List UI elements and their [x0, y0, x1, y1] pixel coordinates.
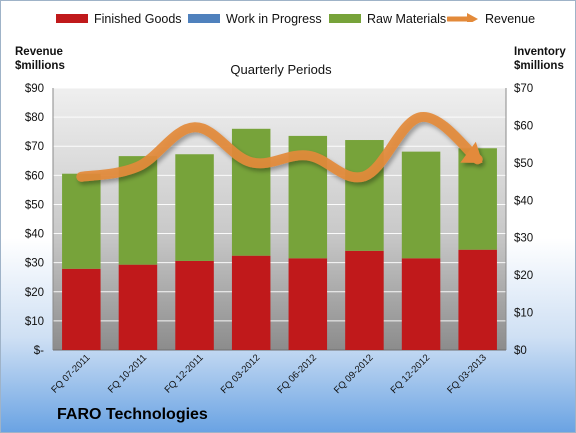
left-tick-label: $- [34, 345, 44, 357]
revenue-line-group [76, 112, 483, 183]
left-tick-label: $70 [25, 141, 44, 153]
x-tick-label: FQ 06-2012 [275, 352, 319, 396]
legend-label: Finished Goods [94, 12, 182, 26]
chart-title: Quarterly Periods [230, 62, 332, 77]
left-tick-label: $20 [25, 287, 44, 299]
bar-finished-goods [288, 258, 328, 350]
left-tick-label: $30 [25, 258, 44, 270]
right-tick-label: $40 [514, 195, 533, 207]
x-tick-label: FQ 03-2012 [219, 352, 263, 396]
legend-label: Raw Materials [367, 12, 447, 26]
revenue-line [76, 112, 483, 183]
x-tick-label: FQ 03-2013 [445, 352, 489, 396]
left-tick-label: $80 [25, 112, 44, 124]
left-tick-label: $40 [25, 229, 44, 241]
right-axis-title-line1: Inventory [514, 46, 566, 58]
legend-label: Work in Progress [226, 12, 322, 26]
right-tick-label: $20 [514, 270, 533, 282]
left-tick-label: $10 [25, 316, 44, 328]
right-tick-label: $30 [514, 233, 533, 245]
bar-raw-materials [231, 128, 271, 256]
legend-swatch-raw-materials [329, 14, 361, 23]
bar-raw-materials [345, 140, 384, 251]
left-axis-title-line1: Revenue [15, 46, 63, 58]
x-tick-label: FQ 10-2011 [106, 352, 149, 395]
right-tick-label: $10 [514, 308, 533, 320]
bar-finished-goods [118, 264, 158, 350]
legend-label: Revenue [485, 12, 536, 26]
x-tick-label: FQ 12-2012 [389, 352, 433, 396]
left-axis-title: Revenue $millions [15, 45, 65, 73]
x-tick-label: FQ 12-2011 [163, 352, 206, 395]
bar-finished-goods [175, 260, 214, 350]
bar-raw-materials [458, 148, 497, 250]
bar-finished-goods [231, 255, 271, 350]
x-tick-label: FQ 09-2012 [332, 352, 376, 396]
legend-swatch-work-in-progress [188, 14, 220, 23]
bar-raw-materials [62, 173, 101, 269]
bar-raw-materials [175, 154, 214, 261]
legend-swatch-finished-goods [56, 14, 88, 23]
bar-raw-materials [401, 151, 441, 259]
right-tick-label: $50 [514, 158, 533, 170]
right-axis-title: Inventory $millions [514, 45, 566, 73]
left-tick-label: $60 [25, 170, 44, 182]
right-axis-title-line2: $millions [514, 60, 564, 72]
revenue-arrow-head [460, 141, 483, 163]
x-tick-label: FQ 07-2011 [49, 352, 92, 395]
bar-finished-goods [62, 268, 101, 350]
left-tick-label: $50 [25, 199, 44, 211]
right-tick-label: $0 [514, 345, 527, 357]
right-tick-label: $60 [514, 120, 533, 132]
bar-finished-goods [345, 250, 384, 350]
right-tick-label: $70 [514, 83, 533, 95]
company-name: FARO Technologies [57, 406, 208, 423]
arrow-icon [447, 13, 478, 22]
left-tick-label: $90 [25, 83, 44, 95]
bar-finished-goods [458, 249, 497, 350]
bar-finished-goods [401, 258, 441, 350]
left-axis-title-line2: $millions [15, 60, 65, 72]
